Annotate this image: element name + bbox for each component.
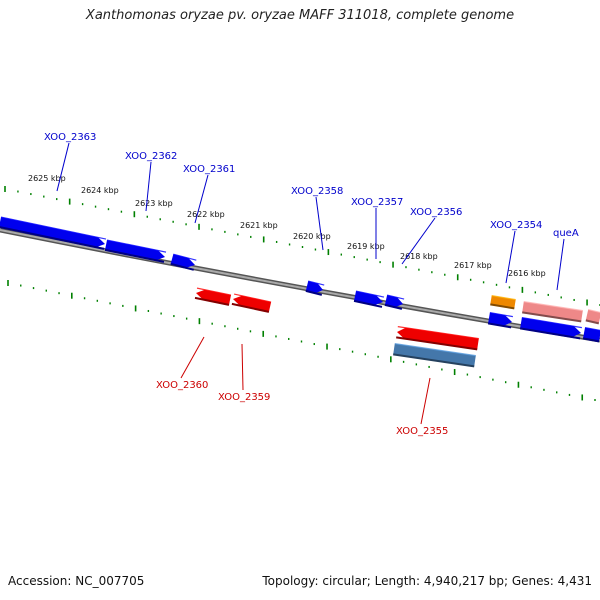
- scale-label: 2623 kbp: [135, 199, 173, 208]
- scale-label: 2621 kbp: [240, 221, 278, 230]
- upper-tick-track: [4, 186, 600, 306]
- scale-label: 2624 kbp: [81, 186, 119, 195]
- gene-label: queA: [553, 228, 579, 239]
- scale-label: 2625 kbp: [28, 174, 66, 183]
- gene-arrow: [582, 327, 600, 343]
- gene-arrow: [353, 290, 385, 308]
- gene-label-leader: [315, 196, 324, 251]
- gene-label: XOO_2360: [156, 380, 208, 391]
- gene-arrow: [522, 301, 583, 323]
- gene-label-leader: [180, 336, 205, 379]
- scale-label: 2617 kbp: [454, 261, 492, 270]
- accession-text: Accession: NC_007705: [8, 574, 145, 588]
- gene-label: XOO_2361: [183, 164, 235, 175]
- gene-arrow: [305, 280, 325, 296]
- gene-label: XOO_2356: [410, 207, 462, 218]
- gene-arrow: [194, 287, 232, 306]
- gene-label-leader: [145, 161, 152, 212]
- gene-label-leader: [56, 142, 70, 192]
- gene-arrow: [490, 295, 516, 310]
- gene-arrow: [0, 216, 107, 250]
- scale-label: 2622 kbp: [187, 210, 225, 219]
- scale-label: 2618 kbp: [400, 252, 438, 261]
- gene-arrow: [170, 253, 197, 271]
- gene-label: XOO_2357: [351, 197, 403, 208]
- gene-arrow: [396, 326, 479, 351]
- gene-label: XOO_2354: [490, 220, 542, 231]
- gene-label: XOO_2363: [44, 132, 96, 143]
- gene-label-leader: [194, 174, 209, 224]
- genome-backbone: [0, 227, 600, 343]
- gene-label: XOO_2362: [125, 151, 177, 162]
- gene-label-leader: [241, 343, 244, 391]
- scale-label: 2616 kbp: [508, 269, 546, 278]
- gene-arrow: [487, 312, 514, 329]
- genome-summary-text: Topology: circular; Length: 4,940,217 bp…: [262, 574, 592, 588]
- gene-arrow: [231, 293, 272, 313]
- gene-label-leader: [505, 230, 516, 284]
- gene-arrow: [104, 239, 167, 263]
- genome-title: Xanthomonas oryzae pv. oryzae MAFF 31101…: [85, 8, 515, 23]
- gene-label-leader: [401, 217, 436, 265]
- lower-tick-track: [7, 280, 596, 401]
- gene-arrow: [585, 309, 600, 325]
- gene-arrow: [393, 343, 476, 368]
- scale-label: 2619 kbp: [347, 242, 385, 251]
- gene-label: XOO_2358: [291, 186, 343, 197]
- gene-label: XOO_2355: [396, 426, 448, 437]
- gene-arrow: [384, 294, 405, 310]
- gene-label-leader: [556, 238, 565, 291]
- gene-arrow: [519, 317, 582, 340]
- gene-label-leader: [420, 377, 431, 425]
- gene-label: XOO_2359: [218, 392, 270, 403]
- scale-label: 2620 kbp: [293, 232, 331, 241]
